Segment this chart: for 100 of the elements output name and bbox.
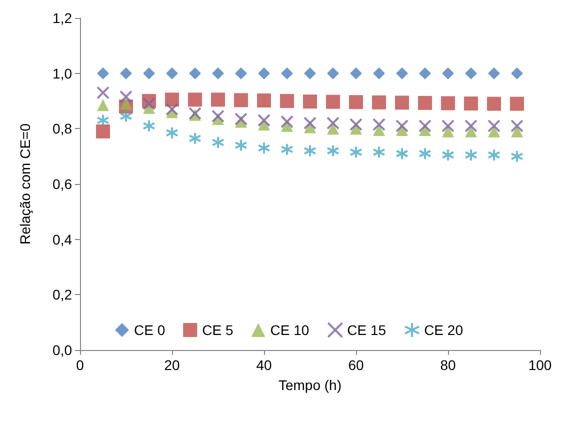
- y-tick-label: 0,0: [52, 342, 72, 358]
- point: [120, 67, 132, 80]
- point: [96, 86, 110, 100]
- point: [395, 96, 409, 110]
- point: [511, 67, 523, 80]
- point: [488, 148, 500, 162]
- point: [280, 115, 294, 128]
- point: [511, 125, 523, 138]
- point: [465, 67, 477, 80]
- legend-label: CE 10: [270, 322, 310, 338]
- point: [188, 132, 202, 145]
- legend-label: CE 15: [347, 322, 386, 338]
- point: [464, 96, 478, 110]
- point: [327, 122, 339, 135]
- point: [211, 92, 225, 107]
- point: [442, 119, 454, 132]
- point: [326, 116, 340, 130]
- point: [372, 118, 386, 132]
- point: [419, 67, 431, 80]
- point: [258, 142, 270, 155]
- legend-label: CE 20: [424, 322, 464, 338]
- point: [97, 99, 109, 112]
- point: [418, 96, 432, 110]
- point: [258, 114, 270, 127]
- point: [304, 144, 316, 158]
- point: [212, 67, 224, 80]
- x-tick-label: 60: [348, 357, 364, 373]
- point: [373, 67, 385, 80]
- point: [326, 144, 340, 158]
- point: [235, 67, 247, 80]
- point: [396, 119, 408, 132]
- point: [396, 147, 408, 160]
- point: [234, 138, 248, 152]
- point: [234, 93, 248, 108]
- point: [96, 114, 110, 127]
- y-tick-label: 0,4: [52, 231, 72, 248]
- point: [372, 146, 386, 159]
- point: [97, 67, 109, 80]
- point: [188, 92, 202, 107]
- y-tick-label: 0,6: [52, 176, 72, 192]
- point: [257, 93, 271, 108]
- point: [120, 110, 132, 123]
- y-tick-label: 1,0: [52, 65, 72, 82]
- point: [488, 125, 500, 138]
- point: [165, 92, 179, 107]
- point: [350, 146, 362, 159]
- point: [510, 96, 524, 111]
- point: [349, 95, 363, 110]
- point: [488, 67, 500, 80]
- point: [166, 102, 178, 116]
- y-tick-label: 0,2: [52, 286, 72, 303]
- point: [464, 119, 478, 132]
- point: [372, 95, 386, 110]
- point: [327, 67, 339, 80]
- point: [166, 126, 178, 140]
- point: [142, 119, 156, 132]
- x-tick-label: 20: [164, 357, 180, 373]
- y-axis-title: Relação com CE=0: [17, 123, 33, 245]
- x-axis-title: Tempo (h): [278, 377, 342, 393]
- point: [142, 97, 156, 110]
- point: [280, 94, 294, 108]
- point: [488, 119, 500, 132]
- point: [189, 67, 201, 80]
- point: [281, 67, 293, 80]
- point: [350, 67, 362, 80]
- y-tick-label: 0,8: [52, 120, 72, 137]
- legend-label: CE 0: [134, 322, 166, 338]
- x-tick-label: 80: [440, 357, 456, 373]
- point: [120, 98, 132, 110]
- point: [510, 150, 524, 163]
- point: [442, 148, 454, 162]
- point: [326, 94, 340, 109]
- point: [396, 67, 408, 80]
- point: [166, 67, 178, 80]
- point: [442, 125, 454, 138]
- legend-label: CE 5: [202, 322, 234, 338]
- point: [373, 124, 385, 136]
- point: [465, 125, 477, 138]
- point: [96, 124, 110, 138]
- y-tick-label: 1,2: [52, 10, 72, 26]
- point: [510, 119, 524, 132]
- point: [234, 112, 248, 126]
- point: [442, 67, 454, 80]
- point: [212, 110, 224, 123]
- point: [304, 116, 316, 130]
- point: [143, 67, 155, 80]
- point: [304, 67, 316, 80]
- point: [418, 147, 432, 160]
- x-tick-label: 100: [528, 357, 552, 373]
- point: [120, 90, 132, 104]
- x-tick-label: 40: [256, 357, 272, 373]
- point: [212, 136, 224, 149]
- point: [303, 94, 317, 109]
- point: [464, 148, 478, 162]
- point: [441, 96, 455, 110]
- point: [350, 118, 362, 132]
- point: [418, 119, 432, 132]
- x-tick-label: 0: [76, 357, 84, 373]
- point: [487, 96, 501, 111]
- point: [258, 67, 270, 80]
